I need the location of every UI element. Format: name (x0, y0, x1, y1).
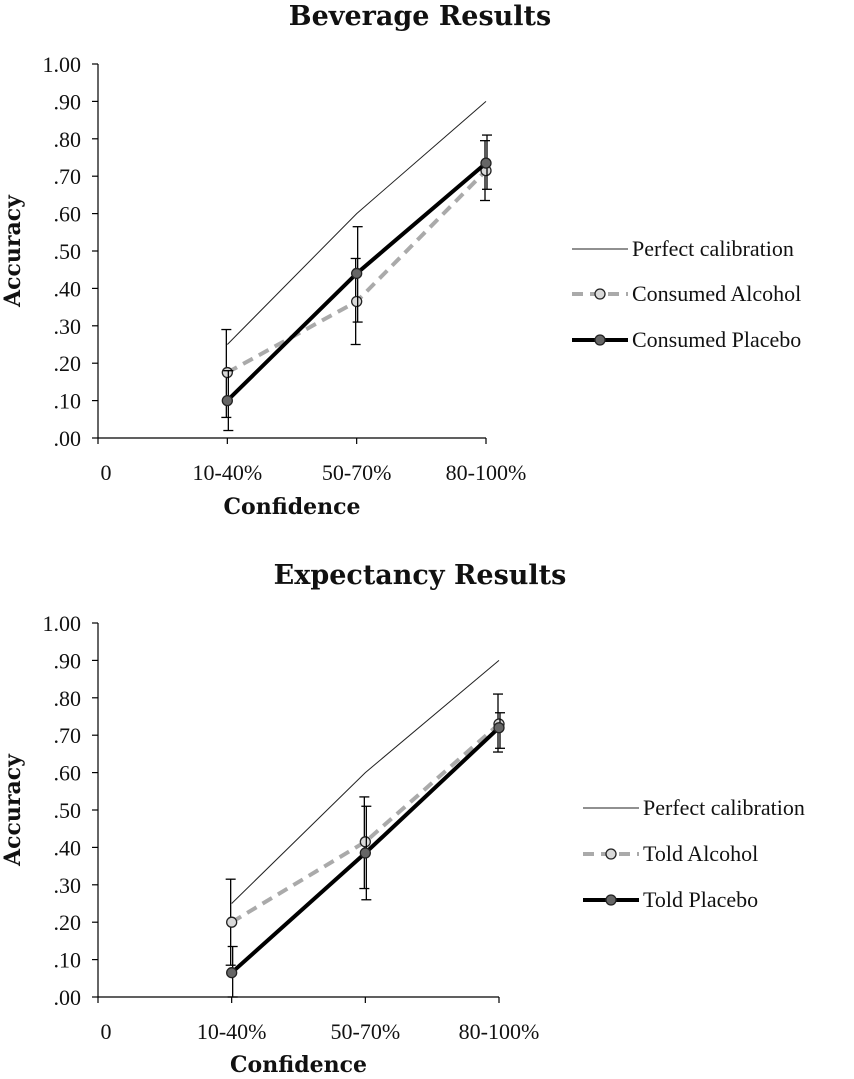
series-perfect-calibration (226, 101, 487, 345)
data-point (493, 722, 505, 734)
x-tick-label: 50-70% (322, 460, 392, 485)
y-tick-label: .10 (54, 948, 82, 973)
series-line (231, 660, 500, 904)
y-tick-label: .00 (54, 985, 82, 1010)
x-axis-title: Confidence (230, 1052, 367, 1078)
y-tick-label: .50 (54, 239, 82, 264)
y-tick-label: .20 (54, 910, 82, 935)
x-tick-label: 50-70% (331, 1019, 401, 1044)
y-tick-label: 1.00 (43, 611, 82, 636)
data-point (359, 847, 371, 859)
y-tick-label: .30 (54, 873, 82, 898)
series-consumed-placebo (221, 134, 492, 432)
legend-label: Perfect calibration (643, 795, 805, 820)
y-tick-label: .90 (54, 648, 82, 673)
legend-entry: Told Alcohol (583, 841, 758, 866)
legend-marker (605, 848, 617, 860)
x-tick-label: 10-40% (193, 460, 263, 485)
legend-label: Consumed Placebo (632, 327, 801, 352)
x-tick-label: 80-100% (459, 1019, 540, 1044)
y-tick-label: .20 (54, 351, 82, 376)
legend-label: Consumed Alcohol (632, 281, 801, 306)
legend-marker (594, 288, 606, 300)
series-perfect-calibration (231, 660, 500, 904)
x-axis-title: Confidence (224, 494, 361, 520)
y-tick-label: 1.00 (43, 52, 82, 77)
y-tick-label: .30 (54, 314, 82, 339)
y-tick-label: .60 (54, 202, 82, 227)
data-point (480, 157, 492, 169)
legend-marker (605, 894, 617, 906)
y-tick-label: .00 (54, 426, 82, 451)
data-point (221, 394, 233, 407)
legend-label: Perfect calibration (632, 236, 794, 261)
legend-marker (594, 334, 606, 346)
chart-title: Beverage Results (289, 1, 551, 32)
x-tick-label: 0 (101, 460, 112, 485)
chart-1: Beverage Results .00 .10 .20 .30 .40 .50 .60 .70… (0, 1, 801, 520)
data-point (359, 836, 371, 848)
y-tick-label: .90 (54, 89, 82, 114)
chart-2: Expectancy Results .00 .10 .20 .30 .40 .50 .60.… (0, 560, 805, 1078)
chart-title: Expectancy Results (274, 560, 567, 591)
y-tick-label: .60 (54, 761, 82, 786)
data-point (221, 366, 233, 379)
series-told-placebo (226, 712, 505, 998)
y-tick-label: .80 (54, 686, 82, 711)
legend-entry: Told Placebo (583, 887, 758, 912)
legend-entry: Consumed Placebo (572, 327, 801, 352)
legend-entry: Perfect calibration (572, 236, 794, 261)
y-tick-label: .70 (54, 164, 82, 189)
legend-entry: Consumed Alcohol (572, 281, 801, 306)
y-axis-title: Accuracy (0, 753, 26, 867)
series-consumed-alcohol (221, 140, 492, 419)
y-tick-label: .40 (54, 276, 82, 301)
data-point (351, 295, 363, 308)
x-tick-label: 80-100% (446, 460, 527, 485)
data-point (351, 267, 363, 280)
legend-entry: Perfect calibration (583, 795, 805, 820)
x-tick-label: 0 (101, 1019, 112, 1044)
data-point (226, 967, 238, 979)
y-tick-label: .80 (54, 127, 82, 152)
series-line (226, 101, 487, 345)
y-tick-label: .40 (54, 835, 82, 860)
x-tick-label: 10-40% (197, 1019, 267, 1044)
y-tick-label: .50 (54, 798, 82, 823)
y-tick-label: .10 (54, 389, 82, 414)
series-line (225, 161, 488, 403)
data-point (226, 916, 238, 928)
y-tick-label: .70 (54, 723, 82, 748)
series-line (230, 722, 501, 924)
series-told-alcohol (225, 693, 505, 966)
y-axis-title: Accuracy (0, 194, 26, 308)
legend-label: Told Placebo (643, 887, 758, 912)
legend-label: Told Alcohol (643, 841, 758, 866)
